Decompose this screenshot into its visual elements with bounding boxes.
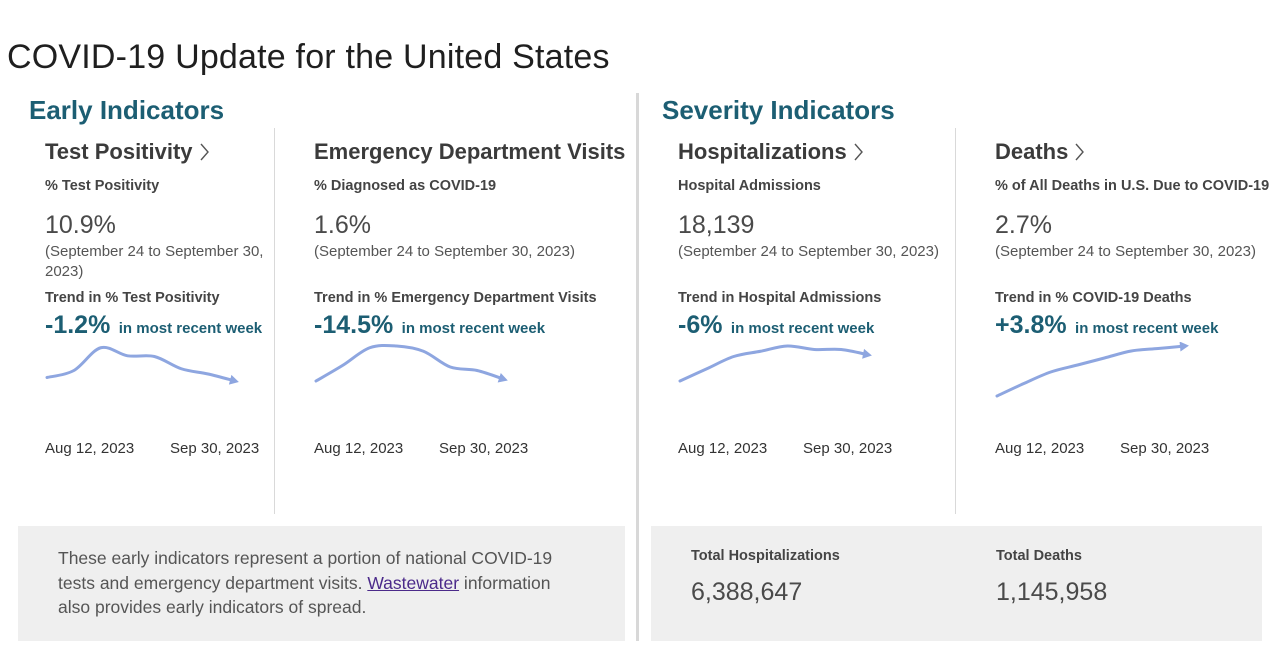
- date-range: (September 24 to September 30, 2023): [678, 243, 939, 260]
- hospitalizations-card: Hospitalizations Hospital Admissions 18,…: [678, 138, 948, 457]
- axis-start-label: Aug 12, 2023: [678, 440, 768, 457]
- totals-panel: Total Hospitalizations 6,388,647 Total D…: [651, 526, 1262, 641]
- early-indicators-title: Early Indicators: [29, 95, 225, 125]
- trend-sparkline: [678, 344, 872, 383]
- date-range: (September 24 to September 30, 2023): [45, 243, 264, 280]
- metric-label: % Diagnosed as COVID-19: [314, 178, 497, 194]
- total-deaths-label: Total Deaths: [996, 548, 1082, 564]
- trend-label: Trend in % COVID-19 Deaths: [995, 290, 1192, 306]
- early-indicators-info: These early indicators represent a porti…: [18, 526, 625, 641]
- trend-row: -14.5% in most recent week: [314, 311, 545, 340]
- severity-indicators-title: Severity Indicators: [662, 95, 895, 125]
- center-divider: [636, 93, 639, 641]
- wastewater-link[interactable]: Wastewater: [367, 572, 460, 593]
- sparkline-arrow: [1179, 342, 1189, 352]
- date-range: (September 24 to September 30, 2023): [995, 243, 1256, 260]
- card-title: Test Positivity: [45, 139, 193, 164]
- axis-start-label: Aug 12, 2023: [314, 440, 404, 457]
- trend-sparkline: [45, 345, 239, 385]
- emergency-department-link[interactable]: Emergency Department Visits: [314, 138, 625, 166]
- trend-value: -14.5%: [314, 311, 394, 339]
- metric-value: 18,139: [678, 211, 755, 239]
- sparkline-series: [995, 344, 1187, 398]
- trend-sparkline: [314, 343, 508, 383]
- card-title: Emergency Department Visits: [314, 139, 626, 164]
- trend-row: -1.2% in most recent week: [45, 311, 262, 340]
- deaths-link[interactable]: Deaths: [995, 138, 1275, 166]
- total-deaths-value: 1,145,958: [996, 578, 1108, 606]
- page-title: COVID-19 Update for the United States: [7, 38, 610, 76]
- trend-label: Trend in % Test Positivity: [45, 290, 220, 306]
- total-deaths: Total Deaths 1,145,958: [996, 548, 1107, 607]
- trend-value: -6%: [678, 311, 723, 339]
- card-divider: [955, 128, 956, 514]
- date-range: (September 24 to September 30, 2023): [314, 243, 575, 260]
- deaths-card: Deaths % of All Deaths in U.S. Due to CO…: [995, 138, 1275, 457]
- trend-text: in most recent week: [401, 320, 546, 337]
- metric-value: 1.6%: [314, 211, 371, 239]
- info-text-before: These early indicators represent a porti…: [58, 548, 553, 593]
- trend-text: in most recent week: [118, 320, 263, 337]
- sparkline-arrow: [228, 374, 239, 385]
- sparkline-series: [314, 343, 506, 383]
- trend-label: Trend in % Emergency Department Visits: [314, 290, 597, 306]
- axis-end-label: Sep 30, 2023: [170, 440, 260, 457]
- card-divider: [274, 128, 275, 514]
- metric-value: 10.9%: [45, 211, 116, 239]
- axis-end-label: Sep 30, 2023: [1120, 440, 1210, 457]
- metric-value: 2.7%: [995, 211, 1052, 239]
- total-hospitalizations: Total Hospitalizations 6,388,647: [691, 548, 840, 607]
- sparkline-series: [45, 345, 237, 383]
- axis-end-label: Sep 30, 2023: [439, 440, 529, 457]
- trend-value: +3.8%: [995, 311, 1067, 339]
- info-text: These early indicators represent a porti…: [58, 546, 585, 620]
- chevron-right-icon: [200, 143, 209, 161]
- trend-text: in most recent week: [1075, 320, 1219, 337]
- chevron-right-icon: [854, 143, 863, 161]
- trend-label: Trend in Hospital Admissions: [678, 290, 882, 306]
- trend-row: -6% in most recent week: [678, 311, 874, 340]
- test-positivity-card: Test Positivity % Test Positivity 10.9% …: [45, 138, 270, 457]
- axis-start-label: Aug 12, 2023: [995, 440, 1085, 457]
- metric-label: % Test Positivity: [45, 178, 160, 194]
- axis-end-label: Sep 30, 2023: [803, 440, 893, 457]
- metric-label: Hospital Admissions: [678, 178, 821, 194]
- sparkline-arrow: [862, 348, 872, 359]
- total-hospitalizations-value: 6,388,647: [691, 578, 803, 606]
- test-positivity-link[interactable]: Test Positivity: [45, 138, 270, 166]
- axis-start-label: Aug 12, 2023: [45, 440, 135, 457]
- emergency-department-card: Emergency Department Visits % Diagnosed …: [314, 138, 625, 457]
- hospitalizations-link[interactable]: Hospitalizations: [678, 138, 948, 166]
- trend-sparkline: [995, 342, 1189, 398]
- trend-text: in most recent week: [730, 320, 875, 337]
- trend-row: +3.8% in most recent week: [995, 311, 1218, 340]
- trend-value: -1.2%: [45, 311, 111, 339]
- card-title: Hospitalizations: [678, 139, 847, 164]
- total-hospitalizations-label: Total Hospitalizations: [691, 548, 840, 564]
- metric-label: % of All Deaths in U.S. Due to COVID-19: [995, 178, 1270, 194]
- sparkline-series: [678, 344, 870, 383]
- chevron-right-icon: [1075, 143, 1085, 161]
- info-text-after: information also provides early indicato…: [58, 572, 551, 618]
- sparkline-arrow: [497, 372, 508, 383]
- card-title: Deaths: [995, 139, 1069, 164]
